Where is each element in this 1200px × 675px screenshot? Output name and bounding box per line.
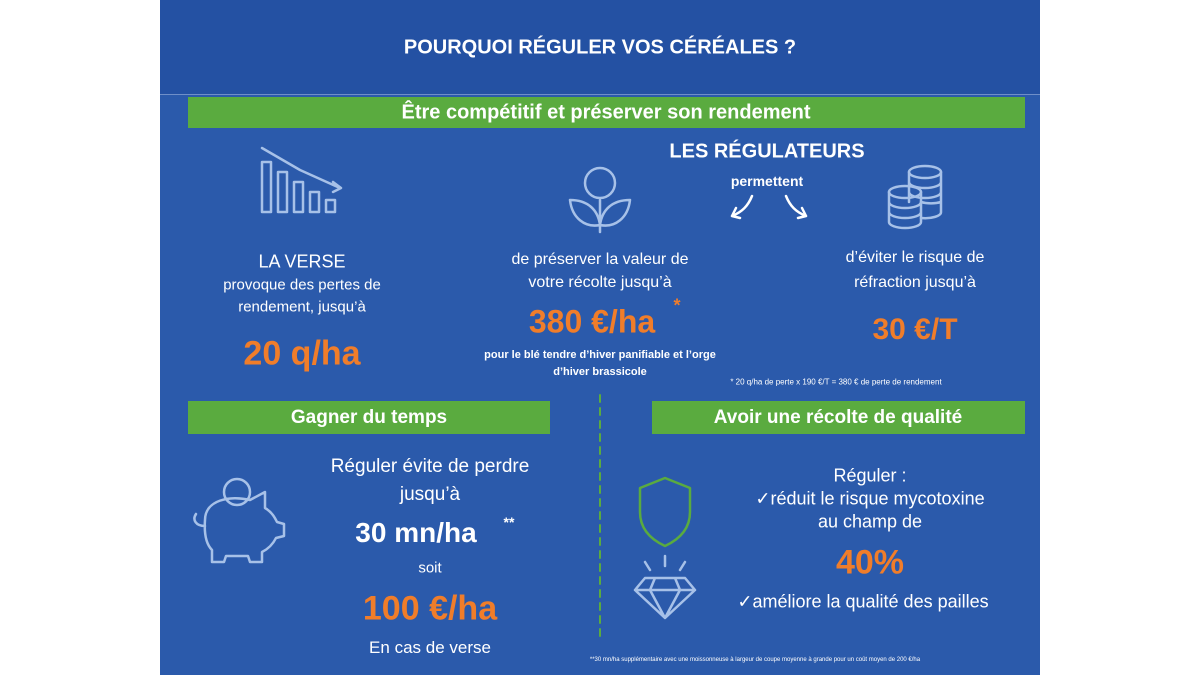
text: Réguler évite de perdre [330, 456, 530, 477]
text: ✓améliore la qualité des pailles [737, 591, 989, 612]
value: 20 q/ha [243, 334, 361, 373]
value: 40% [835, 543, 905, 582]
value: 100 €/ha [362, 589, 498, 628]
text: provoque des pertes de [223, 276, 381, 294]
banner [188, 97, 1025, 128]
banner-title: Avoir une récolte de qualité [713, 407, 963, 428]
footnote: * 20 q/ha de perte x 190 €/T = 380 € de … [730, 377, 942, 387]
text: ✓réduit le risque mycotoxine [755, 488, 985, 509]
value: 380 €/ha [528, 303, 656, 340]
footnote: **30 mn/ha supplémentaire avec une moiss… [589, 657, 921, 663]
footnote-mark: ** [503, 514, 515, 530]
text: soit [418, 559, 442, 577]
subheading: permettent [730, 173, 804, 189]
note: pour le blé tendre d’hiver panifiable et… [484, 349, 716, 361]
text: de préserver la valeur de [511, 251, 689, 268]
title: POURQUOI RÉGULER VOS CÉRÉALES ? [403, 36, 797, 59]
heading: LES RÉGULATEURS [669, 140, 865, 163]
value: 30 mn/ha [355, 517, 477, 548]
text: rendement, jusqu’à [238, 298, 366, 316]
text: réfraction jusqu’à [854, 274, 976, 291]
title-band [160, 0, 1040, 95]
banner [188, 401, 550, 434]
text: En cas de verse [369, 638, 491, 657]
text: d’éviter le risque de [845, 249, 985, 266]
text: jusqu’à [399, 484, 461, 505]
text: Réguler : [833, 465, 907, 486]
banner-title: Être compétitif et préserver son rendeme… [401, 101, 811, 124]
heading: LA VERSE [258, 251, 346, 272]
text: votre récolte jusqu’à [528, 274, 672, 291]
footnote-mark: * [673, 295, 681, 316]
banner-title: Gagner du temps [290, 407, 448, 428]
banner [652, 401, 1025, 434]
value: 30 €/T [872, 313, 958, 346]
text: au champ de [817, 511, 923, 532]
note: d’hiver brassicole [553, 366, 647, 378]
